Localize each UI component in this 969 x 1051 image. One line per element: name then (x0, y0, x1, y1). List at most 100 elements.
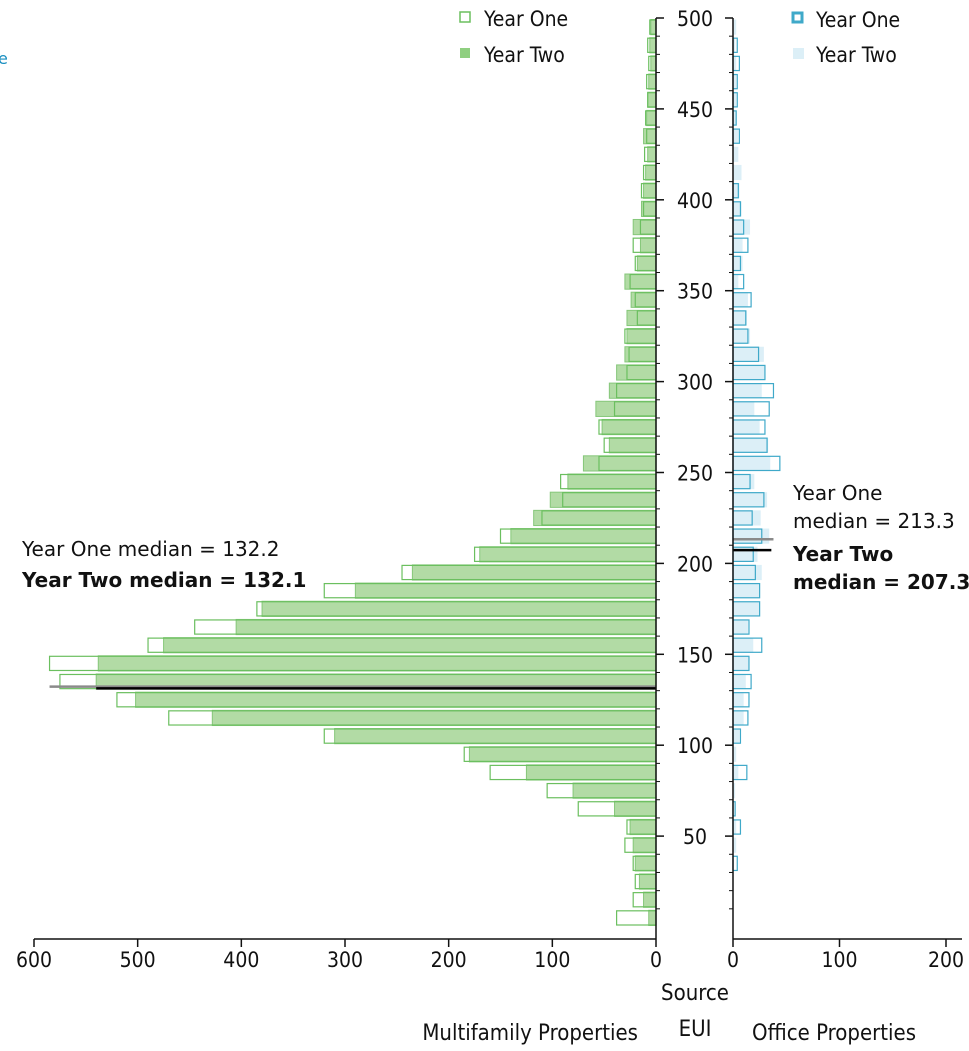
multifamily-year-two-bar (479, 546, 657, 563)
office-year-two-bar (733, 601, 760, 617)
office-year-two-bar (733, 783, 736, 799)
multifamily-year-two-bar (549, 491, 657, 508)
office-year-two-bar (733, 837, 737, 853)
office-year-two-bar (733, 201, 742, 217)
office-year-two-bar (733, 292, 748, 308)
multifamily-x-tick-label: 0 (650, 948, 662, 972)
multifamily-year-two-bar (634, 855, 657, 872)
multifamily-year-two-bar (614, 800, 657, 817)
office-year-two-bar (733, 74, 737, 90)
multifamily-x-tick-label: 500 (120, 948, 156, 972)
multifamily-year-two-bar (468, 746, 657, 763)
office-year-two-bar (733, 274, 739, 290)
legend-swatch-office-year-two (793, 48, 804, 59)
center-axis-tick-label: 400 (677, 189, 713, 213)
multifamily-year-two-bar (648, 73, 657, 90)
office-year-two-bar (733, 183, 740, 199)
office-year-two-bar (733, 219, 751, 235)
office-year-two-bar (733, 419, 760, 435)
legend-swatch-multifamily-year-one (459, 11, 471, 23)
center-axis-tick-label: 150 (677, 643, 713, 667)
office-year-two-bar (733, 328, 751, 344)
multifamily-x-tick-label: 400 (223, 948, 259, 972)
multifamily-x-tick-label: 100 (534, 948, 570, 972)
multifamily-year-two-bar (636, 255, 657, 272)
multifamily-year-two-bar (643, 128, 657, 145)
multifamily-year-two-bar (135, 691, 657, 708)
multifamily-year-two-bar (595, 400, 657, 417)
multifamily-legend: Year One Year Two (459, 7, 568, 67)
office-year-two-bar (733, 437, 769, 453)
multifamily-year-two-bar (639, 237, 657, 254)
office-year-two-bar (733, 383, 762, 399)
office-x-tick-label: 200 (928, 948, 964, 972)
multifamily-year-two-bar (235, 618, 657, 636)
center-axis-tick-label: 500 (677, 7, 713, 31)
office-x-tick-label: 0 (727, 948, 739, 972)
center-axis-title-line2: EUI (679, 1017, 712, 1042)
multifamily-median-year-two-label: Year Two median = 132.1 (21, 568, 306, 592)
legend-label-office-year-one: Year One (815, 8, 900, 32)
multifamily-x-tick-label: 300 (327, 948, 363, 972)
multifamily-year-two-bar (97, 655, 657, 672)
multifamily-year-two-bar (582, 455, 657, 472)
office-year-two-bar (733, 146, 739, 162)
multifamily-year-two-bar (647, 91, 657, 108)
center-axis-tick-label: 250 (677, 462, 713, 486)
multifamily-year-two-bar (334, 728, 657, 745)
office-year-two-bar (733, 710, 744, 726)
center-axis-tick-label: 450 (677, 98, 713, 122)
clipped-link-fragment[interactable]: e (0, 49, 8, 68)
office-year-two-bar (733, 510, 761, 526)
multifamily-year-two-bar (626, 328, 657, 345)
office-median-year-one-label-line2: median = 213.3 (793, 509, 955, 533)
center-axis-tick-label: 200 (677, 552, 713, 576)
office-year-two-bar (733, 237, 743, 253)
multifamily-year-two-bar (567, 473, 657, 490)
multifamily-year-two-bar (163, 637, 657, 654)
multifamily-year-two-bar (533, 509, 657, 527)
office-year-two-bar (733, 564, 762, 581)
multifamily-year-two-bar (608, 437, 657, 454)
office-year-two-bar (733, 637, 754, 653)
office-year-two-bar (733, 819, 737, 835)
multifamily-year-two-bar (632, 837, 657, 854)
office-year-two-bar (733, 474, 755, 490)
legend-swatch-multifamily-year-two (460, 48, 470, 58)
office-year-two-bar (733, 492, 768, 508)
multifamily-year-two-bar (650, 55, 657, 72)
office-x-tick-label: 100 (821, 948, 857, 972)
multifamily-year-two-bar (411, 564, 657, 581)
multifamily-x-tick-label: 200 (431, 948, 467, 972)
office-year-two-bar (733, 764, 739, 781)
office-median-year-two-label-line2: median = 207.3 (793, 570, 969, 594)
office-median-year-two-label-line1: Year Two (792, 542, 893, 566)
center-axis-tick-label: 300 (677, 371, 713, 395)
multifamily-median-year-one-label: Year One median = 132.2 (21, 537, 279, 561)
office-year-two-bar (733, 92, 737, 108)
multifamily-year-two-bar (354, 582, 657, 599)
office-year-two-bar (733, 128, 739, 144)
legend-label-multifamily-year-one: Year One (483, 7, 568, 31)
multifamily-year-two-bar (572, 782, 657, 799)
multifamily-year-two-bar (648, 909, 657, 927)
center-axis-tick-label: 350 (677, 280, 713, 304)
office-year-two-bar (733, 746, 737, 762)
office-median-year-one-label-line1: Year One (792, 481, 882, 505)
office-year-two-bar (733, 19, 737, 35)
office-year-two-bar (733, 401, 755, 417)
office-year-two-bar (733, 583, 760, 599)
center-axis-title-line1: Source (661, 981, 729, 1006)
multifamily-year-two-bar (510, 528, 657, 545)
multifamily-year-two-bar (643, 182, 657, 199)
office-year-two-bar (733, 528, 770, 544)
multifamily-year-two-bar (638, 873, 657, 890)
office-axis-title: Office Properties (752, 1021, 916, 1046)
multifamily-year-two-bar (643, 891, 657, 908)
multifamily-year-two-bar (646, 109, 657, 127)
office-year-two-bar (733, 55, 737, 72)
multifamily-year-two-bar (601, 418, 657, 436)
office-year-two-bar (733, 728, 740, 744)
multifamily-year-two-bar (211, 709, 657, 727)
